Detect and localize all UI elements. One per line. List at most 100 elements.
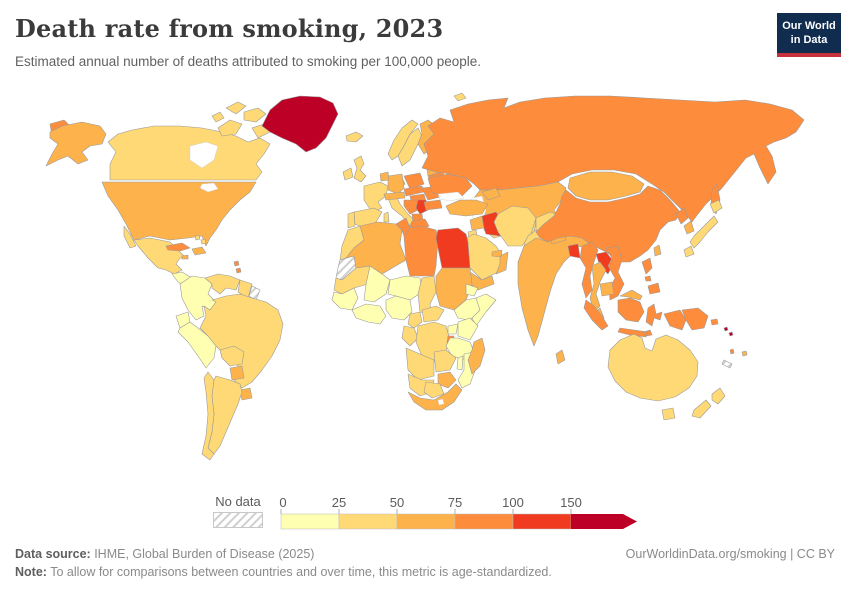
country-central-african-republic[interactable] [421, 305, 445, 323]
country-jamaica[interactable] [181, 254, 189, 260]
country-portugal[interactable] [347, 211, 356, 229]
owid-logo-accent [777, 53, 841, 57]
country-bulgaria[interactable] [423, 199, 443, 211]
country-cuba[interactable] [165, 242, 191, 252]
country-uae[interactable] [491, 249, 503, 258]
country-svalbard[interactable] [453, 92, 467, 102]
country-papua-new-guinea[interactable] [681, 307, 719, 331]
country-hispaniola[interactable] [191, 246, 207, 256]
legend-tick-75: 75 [448, 495, 462, 510]
legend-color-scale: 0 25 50 75 100 150 [277, 494, 645, 539]
country-venezuela[interactable] [204, 273, 241, 295]
country-cameroon[interactable] [407, 311, 423, 329]
country-solomon-islands[interactable] [723, 326, 734, 337]
footer-note-line: Note: To allow for comparisons between c… [15, 563, 835, 581]
legend-bin-75-100[interactable] [454, 513, 514, 530]
country-zambia[interactable] [433, 349, 457, 373]
country-ghana-ivory-coast[interactable] [351, 303, 387, 325]
country-bolivia[interactable] [219, 345, 245, 367]
legend-no-data-label: No data [215, 494, 261, 509]
country-vanuatu[interactable] [729, 348, 735, 355]
country-egypt[interactable] [435, 227, 471, 269]
country-germany[interactable] [387, 173, 405, 195]
country-new-caledonia[interactable] [721, 359, 733, 369]
country-netherlands[interactable] [379, 171, 390, 182]
country-australia[interactable] [607, 333, 699, 402]
country-paraguay[interactable] [229, 365, 245, 381]
country-malawi[interactable] [456, 355, 464, 371]
country-sri-lanka[interactable] [555, 349, 566, 365]
country-botswana[interactable] [423, 381, 445, 399]
legend-bin-150-plus[interactable] [571, 514, 623, 529]
country-kenya[interactable] [457, 317, 479, 341]
country-iceland[interactable] [345, 131, 364, 143]
page-title: Death rate from smoking, 2023 [15, 14, 444, 43]
country-indonesia[interactable] [583, 297, 687, 338]
country-canadian-arctic[interactable] [211, 101, 271, 139]
country-south-korea[interactable] [683, 220, 695, 235]
country-new-zealand[interactable] [691, 387, 726, 419]
country-zimbabwe[interactable] [437, 371, 457, 389]
country-canada[interactable] [107, 125, 271, 181]
country-mongolia[interactable] [567, 171, 645, 201]
country-ukraine[interactable] [427, 173, 473, 199]
footer-source-text: IHME, Global Burden of Disease (2025) [90, 547, 315, 561]
country-nigeria[interactable] [385, 295, 413, 321]
legend-bin-100-150[interactable] [512, 513, 572, 530]
country-lesotho[interactable] [437, 398, 445, 406]
country-russia[interactable] [421, 95, 805, 223]
country-turkey[interactable] [445, 199, 489, 217]
legend-bin-25-50[interactable] [338, 513, 398, 530]
country-greenland[interactable] [261, 95, 339, 153]
footer-note-text: To allow for comparisons between countri… [46, 565, 552, 579]
country-uganda[interactable] [447, 323, 459, 335]
country-france[interactable] [363, 181, 389, 213]
footer-link[interactable]: OurWorldinData.org/smoking | CC BY [625, 547, 835, 561]
country-syria[interactable] [469, 215, 485, 231]
country-taiwan[interactable] [653, 244, 662, 257]
water-great-lakes [199, 182, 219, 193]
country-tasmania[interactable] [661, 407, 676, 421]
country-norway[interactable] [387, 119, 419, 161]
country-poland[interactable] [403, 172, 425, 190]
country-eritrea[interactable] [465, 283, 479, 297]
country-madagascar[interactable] [467, 337, 486, 375]
country-austria-switzerland[interactable] [383, 191, 406, 201]
country-niger[interactable] [387, 275, 423, 301]
country-angola[interactable] [405, 347, 435, 381]
country-gabon-congo[interactable] [401, 325, 419, 347]
country-south-africa[interactable] [407, 383, 463, 411]
country-china[interactable] [535, 185, 681, 263]
country-chile[interactable] [201, 371, 215, 461]
country-peru[interactable] [177, 321, 217, 369]
country-north-korea[interactable] [675, 207, 689, 225]
legend-tick-25: 25 [332, 495, 346, 510]
country-somalia[interactable] [471, 293, 497, 327]
legend-bin-0-25[interactable] [280, 513, 340, 530]
country-ireland[interactable] [342, 167, 354, 181]
country-caucasus[interactable] [481, 187, 501, 201]
country-alaska[interactable] [45, 121, 107, 167]
country-libya[interactable] [403, 225, 439, 277]
country-philippines[interactable] [641, 257, 661, 295]
country-bahamas[interactable] [194, 234, 207, 245]
country-senegal-guinea[interactable] [331, 287, 359, 311]
footer-note-label: Note: [15, 565, 47, 579]
country-thailand[interactable] [589, 261, 607, 313]
legend-no-data[interactable]: No data [210, 494, 266, 533]
footer-source-line: Data source: IHME, Global Burden of Dise… [15, 545, 835, 563]
country-japan[interactable] [683, 199, 723, 258]
country-vietnam[interactable] [605, 245, 625, 301]
country-fiji[interactable] [741, 350, 748, 357]
country-cambodia[interactable] [599, 281, 615, 297]
country-bangladesh[interactable] [567, 243, 581, 259]
country-oman[interactable] [495, 251, 509, 275]
country-united-kingdom[interactable] [353, 155, 367, 183]
owid-logo[interactable]: Our World in Data [777, 13, 841, 57]
country-mexico[interactable] [123, 225, 187, 275]
legend-bin-50-75[interactable] [396, 513, 456, 530]
country-mali[interactable] [363, 265, 391, 303]
country-uruguay[interactable] [239, 387, 253, 401]
country-lesser-antilles[interactable] [233, 260, 242, 274]
